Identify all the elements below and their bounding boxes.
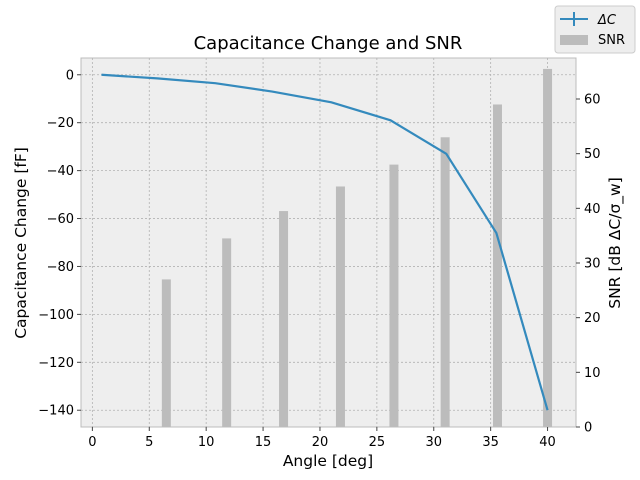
x-tick-label: 20 <box>312 435 329 450</box>
x-axis-label: Angle [deg] <box>283 452 373 470</box>
x-tick-label: 10 <box>198 435 215 450</box>
snr-bars <box>161 68 553 427</box>
legend-label-delta-c: ΔC <box>597 13 617 28</box>
right-tick-label: 50 <box>584 147 601 162</box>
x-tick-label: 0 <box>88 435 96 450</box>
chart-title: Capacitance Change and SNR <box>194 33 463 54</box>
x-tick-label: 25 <box>369 435 386 450</box>
snr-bar <box>279 211 289 427</box>
legend-label-snr: SNR <box>598 33 625 48</box>
snr-bar <box>440 137 450 427</box>
snr-bar <box>543 68 553 427</box>
right-tick-label: 30 <box>584 257 601 272</box>
left-tick-label: −40 <box>47 164 74 179</box>
x-axis-ticks: 0 5 10 15 20 25 30 35 40 <box>88 427 556 450</box>
right-tick-label: 10 <box>584 366 601 381</box>
x-tick-label: 5 <box>145 435 153 450</box>
snr-bar <box>389 164 399 427</box>
right-axis-ticks: 0 10 20 30 40 50 60 <box>576 93 601 436</box>
left-tick-label: −60 <box>47 212 74 227</box>
right-tick-label: 0 <box>584 421 592 436</box>
snr-bar <box>492 104 502 427</box>
right-tick-label: 40 <box>584 202 601 217</box>
snr-bar <box>335 186 345 427</box>
x-tick-label: 15 <box>255 435 272 450</box>
legend: ΔC SNR <box>554 5 636 54</box>
left-tick-label: 0 <box>66 68 74 83</box>
snr-bar <box>161 279 171 427</box>
snr-bar <box>222 238 232 427</box>
x-tick-label: 35 <box>482 435 499 450</box>
x-tick-label: 40 <box>539 435 556 450</box>
left-tick-label: −20 <box>47 116 74 131</box>
left-axis-label: Capacitance Change [fF] <box>12 147 30 339</box>
x-tick-label: 30 <box>425 435 442 450</box>
right-axis-label: SNR [dB ΔC/σ_w] <box>606 177 625 309</box>
left-tick-label: −140 <box>38 404 74 419</box>
delta-c-line <box>101 73 549 411</box>
left-tick-label: −120 <box>38 356 74 371</box>
legend-bar-swatch <box>560 35 588 45</box>
left-axis-ticks: 0 −20 −40 −60 −80 −100 −120 −140 <box>38 68 81 419</box>
right-tick-label: 20 <box>584 311 601 326</box>
right-tick-label: 60 <box>584 93 601 108</box>
left-tick-label: −100 <box>38 308 74 323</box>
left-tick-label: −80 <box>47 260 74 275</box>
